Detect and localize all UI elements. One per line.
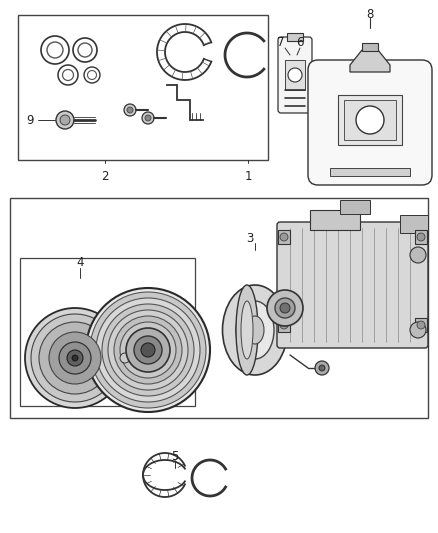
Circle shape [142,112,154,124]
Circle shape [356,106,384,134]
Circle shape [47,42,63,58]
Circle shape [315,361,329,375]
Circle shape [145,115,151,121]
Circle shape [288,68,302,82]
Circle shape [31,314,119,402]
Circle shape [141,343,155,357]
Circle shape [319,365,325,371]
Circle shape [410,322,426,338]
Text: 7: 7 [277,36,285,49]
Circle shape [120,353,130,363]
Ellipse shape [223,285,287,375]
Bar [338,95,402,145]
Bar [415,230,427,244]
Circle shape [126,328,170,372]
Circle shape [102,304,194,396]
Text: m: m [364,115,375,125]
Ellipse shape [241,301,253,359]
Bar [415,318,427,332]
FancyBboxPatch shape [278,37,312,113]
Circle shape [73,38,97,62]
Circle shape [124,104,136,116]
Bar [340,200,370,214]
Bar [278,318,290,332]
Bar [287,33,303,41]
Bar [278,230,290,244]
Circle shape [120,322,176,378]
FancyBboxPatch shape [277,222,428,348]
Circle shape [280,233,288,241]
Circle shape [134,336,162,364]
Bar [344,100,396,140]
Circle shape [108,310,188,390]
FancyBboxPatch shape [308,60,432,185]
Circle shape [114,316,182,384]
Circle shape [88,70,96,79]
Circle shape [72,355,78,361]
Circle shape [60,115,70,125]
Circle shape [84,67,100,83]
Bar [10,198,428,418]
Text: 4: 4 [76,256,84,270]
Circle shape [410,247,426,263]
Text: 6: 6 [296,36,304,49]
Circle shape [86,288,210,412]
Text: 5: 5 [171,450,179,464]
Bar [330,168,410,176]
Bar [362,43,378,51]
Ellipse shape [236,301,274,359]
Ellipse shape [236,285,258,375]
Text: 8: 8 [366,9,374,21]
Text: 9: 9 [26,114,34,126]
Circle shape [417,321,425,329]
Circle shape [41,36,69,64]
Circle shape [417,233,425,241]
Circle shape [96,298,200,402]
Text: 3: 3 [246,231,254,245]
Text: 1: 1 [244,171,252,183]
Bar [20,258,195,406]
Text: m: m [292,72,298,78]
Circle shape [39,322,111,394]
Circle shape [49,332,101,384]
Bar [400,215,428,233]
Circle shape [67,350,83,366]
Circle shape [25,308,125,408]
Circle shape [63,69,74,80]
Circle shape [280,303,290,313]
Circle shape [59,342,91,374]
Circle shape [90,292,206,408]
Bar [18,15,268,160]
Circle shape [78,43,92,57]
Circle shape [267,290,303,326]
Circle shape [280,321,288,329]
Circle shape [127,107,133,113]
Circle shape [58,65,78,85]
Circle shape [56,111,74,129]
Ellipse shape [246,316,264,344]
Bar [285,60,305,90]
Text: 2: 2 [101,171,109,183]
Circle shape [275,298,295,318]
Bar [310,210,360,230]
Polygon shape [350,50,390,72]
